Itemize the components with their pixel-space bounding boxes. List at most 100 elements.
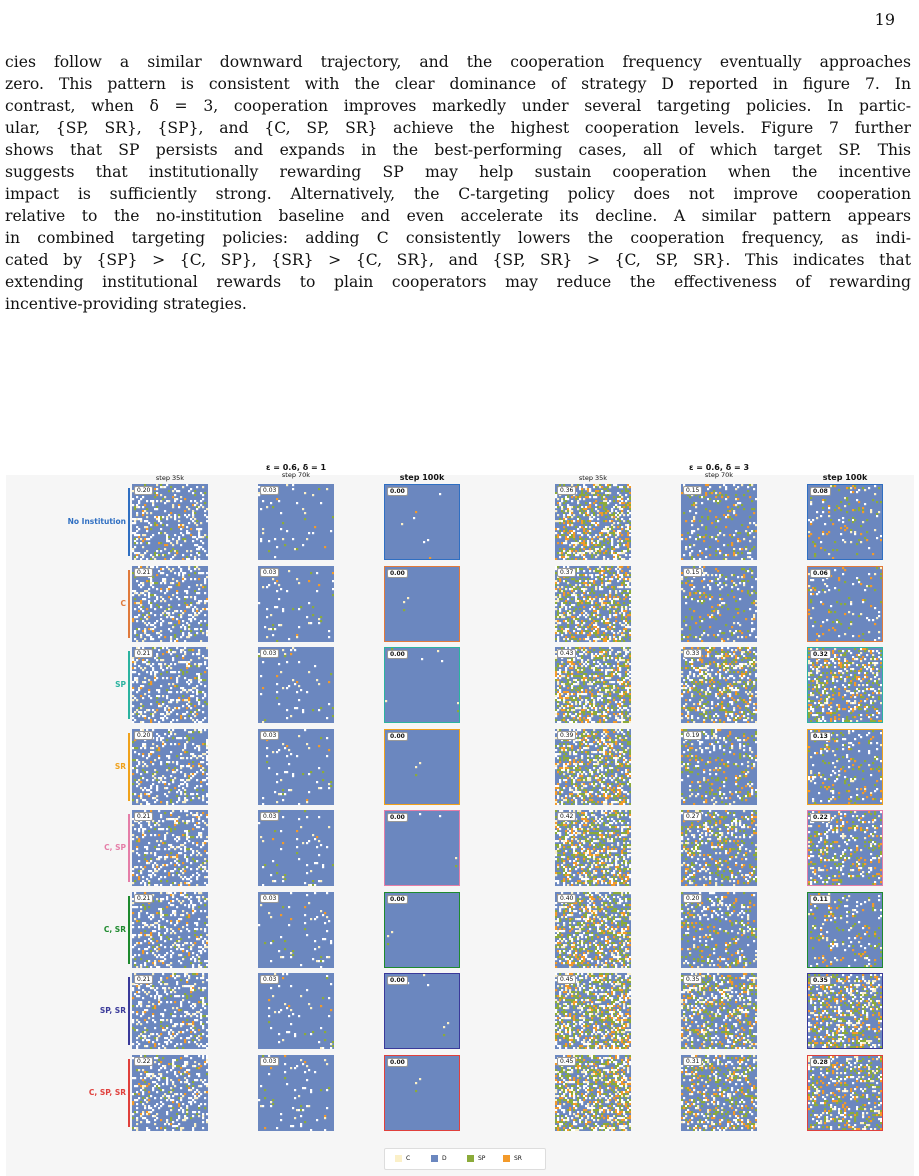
lattice-cell bbox=[569, 701, 572, 704]
lattice-cell bbox=[142, 496, 145, 499]
lattice-cell bbox=[866, 704, 869, 707]
lattice-cell bbox=[575, 558, 578, 560]
lattice-cell bbox=[723, 581, 726, 584]
lattice-cell bbox=[204, 599, 207, 602]
lattice-cell bbox=[842, 572, 845, 575]
lattice-cell bbox=[693, 695, 696, 698]
lattice-cell bbox=[561, 520, 564, 523]
lattice-cell bbox=[629, 679, 631, 682]
lattice-cell bbox=[605, 695, 608, 698]
lattice-cell bbox=[627, 510, 630, 513]
lattice-cell bbox=[619, 705, 622, 708]
lattice-cell bbox=[695, 635, 698, 638]
lattice-cell bbox=[140, 554, 143, 557]
lattice-cell bbox=[298, 699, 301, 702]
lattice-cell bbox=[627, 593, 630, 596]
lattice-cell bbox=[880, 650, 882, 653]
lattice-cell bbox=[854, 485, 857, 488]
lattice-cell bbox=[717, 653, 720, 656]
lattice-cell bbox=[601, 571, 604, 574]
lattice-cell bbox=[617, 512, 620, 515]
body-line: extending institutional rewards to plain… bbox=[5, 273, 911, 291]
lattice-cell bbox=[721, 691, 724, 694]
lattice-cell bbox=[681, 538, 684, 541]
lattice-cell bbox=[699, 619, 702, 622]
lattice-cell bbox=[589, 496, 592, 499]
lattice-cell bbox=[565, 647, 568, 650]
lattice-cell bbox=[174, 534, 177, 537]
cooperation-badge: 0.00 bbox=[387, 568, 408, 578]
lattice-cell bbox=[162, 567, 165, 570]
lattice-cell bbox=[846, 660, 849, 663]
lattice-cell bbox=[182, 558, 185, 560]
lattice-cell bbox=[603, 655, 606, 658]
lattice-cell bbox=[717, 663, 720, 666]
lattice-cell bbox=[194, 595, 197, 598]
lattice-cell bbox=[625, 659, 628, 662]
lattice-cell bbox=[160, 532, 163, 535]
lattice-cell bbox=[717, 583, 720, 586]
lattice-cell bbox=[621, 512, 624, 515]
lattice-cell bbox=[168, 536, 171, 539]
lattice-cell bbox=[184, 589, 187, 592]
lattice-cell bbox=[579, 548, 582, 551]
lattice-cell bbox=[182, 619, 185, 622]
lattice-cell bbox=[876, 650, 879, 653]
lattice-cell bbox=[190, 649, 193, 652]
lattice-cell bbox=[814, 714, 817, 717]
lattice-cell bbox=[186, 516, 189, 519]
lattice-cell bbox=[818, 666, 821, 669]
lattice-cell bbox=[174, 639, 177, 642]
lattice-cell bbox=[186, 595, 189, 598]
lattice-cell bbox=[296, 502, 299, 505]
lattice-cell bbox=[565, 575, 568, 578]
lattice-cell bbox=[623, 593, 626, 596]
lattice-cell bbox=[627, 603, 630, 606]
lattice-cell bbox=[579, 627, 582, 630]
lattice-cell bbox=[605, 629, 608, 632]
lattice-cell bbox=[691, 717, 694, 720]
lattice-cell bbox=[190, 689, 193, 692]
lattice-cell bbox=[607, 558, 610, 560]
lattice-cell bbox=[555, 711, 558, 714]
lattice-cell bbox=[741, 715, 744, 718]
lattice-cell bbox=[142, 705, 145, 708]
lattice-cell bbox=[158, 569, 161, 572]
lattice-cell bbox=[842, 664, 845, 667]
lattice-cell bbox=[731, 579, 734, 582]
lattice-cell bbox=[824, 720, 827, 722]
lattice-cell bbox=[571, 550, 574, 553]
lattice-cell bbox=[597, 699, 600, 702]
lattice-cell bbox=[753, 647, 756, 650]
lattice-cell bbox=[571, 536, 574, 539]
lattice-cell bbox=[605, 595, 608, 598]
lattice-cell bbox=[850, 531, 853, 534]
lattice-cell bbox=[747, 683, 750, 686]
lattice-cell bbox=[591, 492, 594, 495]
lattice-cell bbox=[561, 629, 564, 632]
lattice-cell bbox=[866, 654, 869, 657]
lattice-cell bbox=[689, 536, 692, 539]
lattice-cell bbox=[613, 587, 616, 590]
lattice-cell bbox=[154, 677, 157, 680]
lattice-cell bbox=[573, 591, 576, 594]
lattice-cell bbox=[629, 554, 631, 557]
lattice-cell bbox=[607, 502, 610, 505]
lattice-cell bbox=[198, 528, 201, 531]
step-label: step 35k bbox=[578, 474, 608, 482]
lattice-cell bbox=[150, 683, 153, 686]
lattice-cell bbox=[186, 661, 189, 664]
lattice-cell bbox=[691, 550, 694, 553]
lattice-cell bbox=[563, 522, 566, 525]
lattice-cell bbox=[840, 602, 843, 605]
lattice-cell bbox=[575, 689, 578, 692]
lattice-cell bbox=[826, 664, 829, 667]
lattice-cell bbox=[751, 569, 754, 572]
lattice-cell bbox=[583, 544, 586, 547]
lattice-cell bbox=[832, 680, 835, 683]
lattice-cell bbox=[164, 707, 167, 710]
lattice-cell bbox=[854, 696, 857, 699]
lattice-cell bbox=[144, 711, 147, 714]
lattice-cell bbox=[856, 664, 859, 667]
lattice-cell bbox=[565, 605, 568, 608]
